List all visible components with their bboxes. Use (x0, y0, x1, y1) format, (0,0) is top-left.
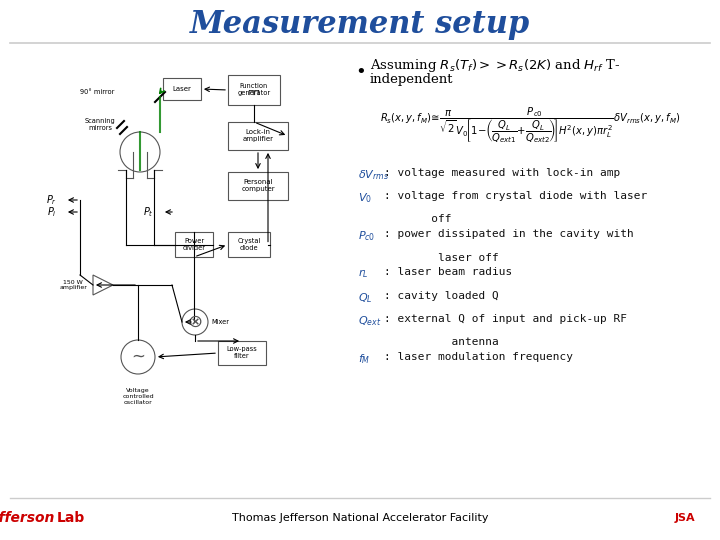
Text: Personal
computer: Personal computer (241, 179, 275, 192)
Text: : voltage measured with lock-in amp: : voltage measured with lock-in amp (384, 168, 620, 178)
Text: $P_{c0}$: $P_{c0}$ (358, 230, 375, 243)
Text: Crystal
diode: Crystal diode (238, 238, 261, 251)
Text: $P_r$: $P_r$ (47, 193, 58, 207)
Text: : laser modulation frequency: : laser modulation frequency (384, 352, 573, 362)
Text: Function
generator: Function generator (238, 84, 271, 97)
Bar (228, 122, 288, 150)
Bar (228, 172, 288, 200)
Text: Power
divider: Power divider (182, 238, 205, 251)
Text: Lab: Lab (57, 511, 85, 525)
Text: Laser: Laser (173, 86, 192, 92)
Text: 90° mirror: 90° mirror (80, 89, 114, 95)
Text: $Q_{ext}$: $Q_{ext}$ (358, 314, 382, 328)
Text: antenna: antenna (384, 337, 499, 347)
Text: Voltage
controlled
oscillator: Voltage controlled oscillator (122, 388, 154, 404)
Text: : voltage from crystal diode with laser: : voltage from crystal diode with laser (384, 191, 647, 201)
Text: JSA: JSA (675, 513, 695, 523)
Text: Measurement setup: Measurement setup (190, 10, 530, 40)
Text: Scanning
mirrors: Scanning mirrors (85, 118, 115, 131)
Text: Low-pass
filter: Low-pass filter (227, 347, 257, 360)
Text: laser off: laser off (384, 253, 499, 262)
Text: independent: independent (370, 73, 454, 86)
Text: 150 W
amplifier: 150 W amplifier (59, 280, 87, 291)
Text: ~: ~ (131, 348, 145, 366)
Text: $R_s(x,y,f_M)\!\cong\!\dfrac{\pi}{\sqrt{2}}\dfrac{P_{c0}}{V_0\!\left[1\!-\!\left: $R_s(x,y,f_M)\!\cong\!\dfrac{\pi}{\sqrt{… (379, 105, 680, 145)
Bar (163, 78, 201, 100)
Text: : laser beam radius: : laser beam radius (384, 267, 512, 278)
Text: Assuming $R_s(T_f)>>R_s(2K)$ and $H_{rf}$ T-: Assuming $R_s(T_f)>>R_s(2K)$ and $H_{rf}… (370, 57, 621, 75)
Text: ⊓⊓: ⊓⊓ (248, 87, 261, 97)
Bar (228, 232, 270, 257)
Text: $r_L$: $r_L$ (358, 267, 369, 280)
Text: Jefferson: Jefferson (0, 511, 55, 525)
Text: $P_t$: $P_t$ (143, 205, 153, 219)
Text: ⊗: ⊗ (187, 313, 202, 331)
Text: $P_i$: $P_i$ (47, 205, 57, 219)
Text: Thomas Jefferson National Accelerator Facility: Thomas Jefferson National Accelerator Fa… (232, 513, 488, 523)
Text: •: • (355, 63, 366, 81)
Text: Lock-in
amplifier: Lock-in amplifier (243, 130, 274, 143)
Text: $V_0$: $V_0$ (358, 191, 372, 205)
Text: : power dissipated in the cavity with: : power dissipated in the cavity with (384, 230, 634, 239)
Text: off: off (384, 214, 451, 225)
Bar (228, 75, 280, 105)
Text: $\delta V_{rms}$: $\delta V_{rms}$ (358, 168, 389, 182)
Bar (218, 341, 266, 365)
Text: Mixer: Mixer (211, 319, 229, 325)
Text: : external Q of input and pick-up RF: : external Q of input and pick-up RF (384, 314, 627, 324)
Bar (175, 232, 213, 257)
Text: $Q_L$: $Q_L$ (358, 291, 373, 305)
Text: $f_M$: $f_M$ (358, 352, 370, 366)
Text: : cavity loaded Q: : cavity loaded Q (384, 291, 499, 301)
